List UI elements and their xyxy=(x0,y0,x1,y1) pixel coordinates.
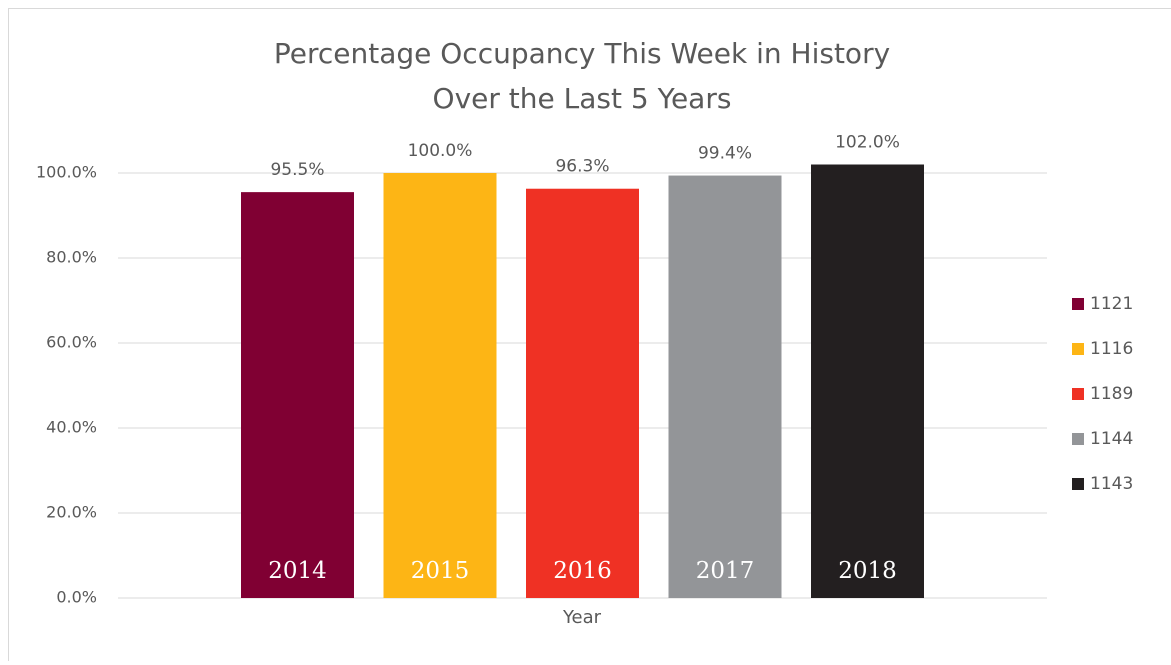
legend-swatch xyxy=(1072,433,1084,445)
y-tick-label: 0.0% xyxy=(56,588,97,607)
legend-label: 1116 xyxy=(1090,339,1133,359)
legend-label: 1143 xyxy=(1090,474,1133,494)
bar-label: 2015 xyxy=(411,558,470,584)
y-tick-label: 20.0% xyxy=(46,503,97,522)
bar xyxy=(526,189,639,598)
y-tick-label: 100.0% xyxy=(36,163,97,182)
bar-label: 2017 xyxy=(696,558,755,584)
bar-label: 2014 xyxy=(268,558,327,584)
bar-label: 2018 xyxy=(838,558,897,584)
y-tick-label: 60.0% xyxy=(46,333,97,352)
bar xyxy=(669,176,782,598)
value-label: 99.4% xyxy=(698,144,752,164)
value-label: 96.3% xyxy=(555,157,609,177)
legend-swatch xyxy=(1072,298,1084,310)
y-tick-label: 40.0% xyxy=(46,418,97,437)
legend-swatch xyxy=(1072,478,1084,490)
legend-label: 1144 xyxy=(1090,429,1133,449)
legend-label: 1121 xyxy=(1090,294,1133,314)
legend-label: 1189 xyxy=(1090,384,1133,404)
bar xyxy=(384,173,497,598)
x-axis-title: Year xyxy=(562,607,602,628)
y-tick-label: 80.0% xyxy=(46,248,97,267)
bar xyxy=(811,165,924,599)
bar-label: 2016 xyxy=(553,558,612,584)
value-label: 102.0% xyxy=(835,133,900,153)
value-label: 100.0% xyxy=(408,141,473,161)
chart-title: Percentage Occupancy This Week in Histor… xyxy=(274,37,890,70)
chart-title: Over the Last 5 Years xyxy=(433,82,732,115)
bar xyxy=(241,192,354,598)
legend-swatch xyxy=(1072,388,1084,400)
legend-swatch xyxy=(1072,343,1084,355)
value-label: 95.5% xyxy=(270,160,324,180)
